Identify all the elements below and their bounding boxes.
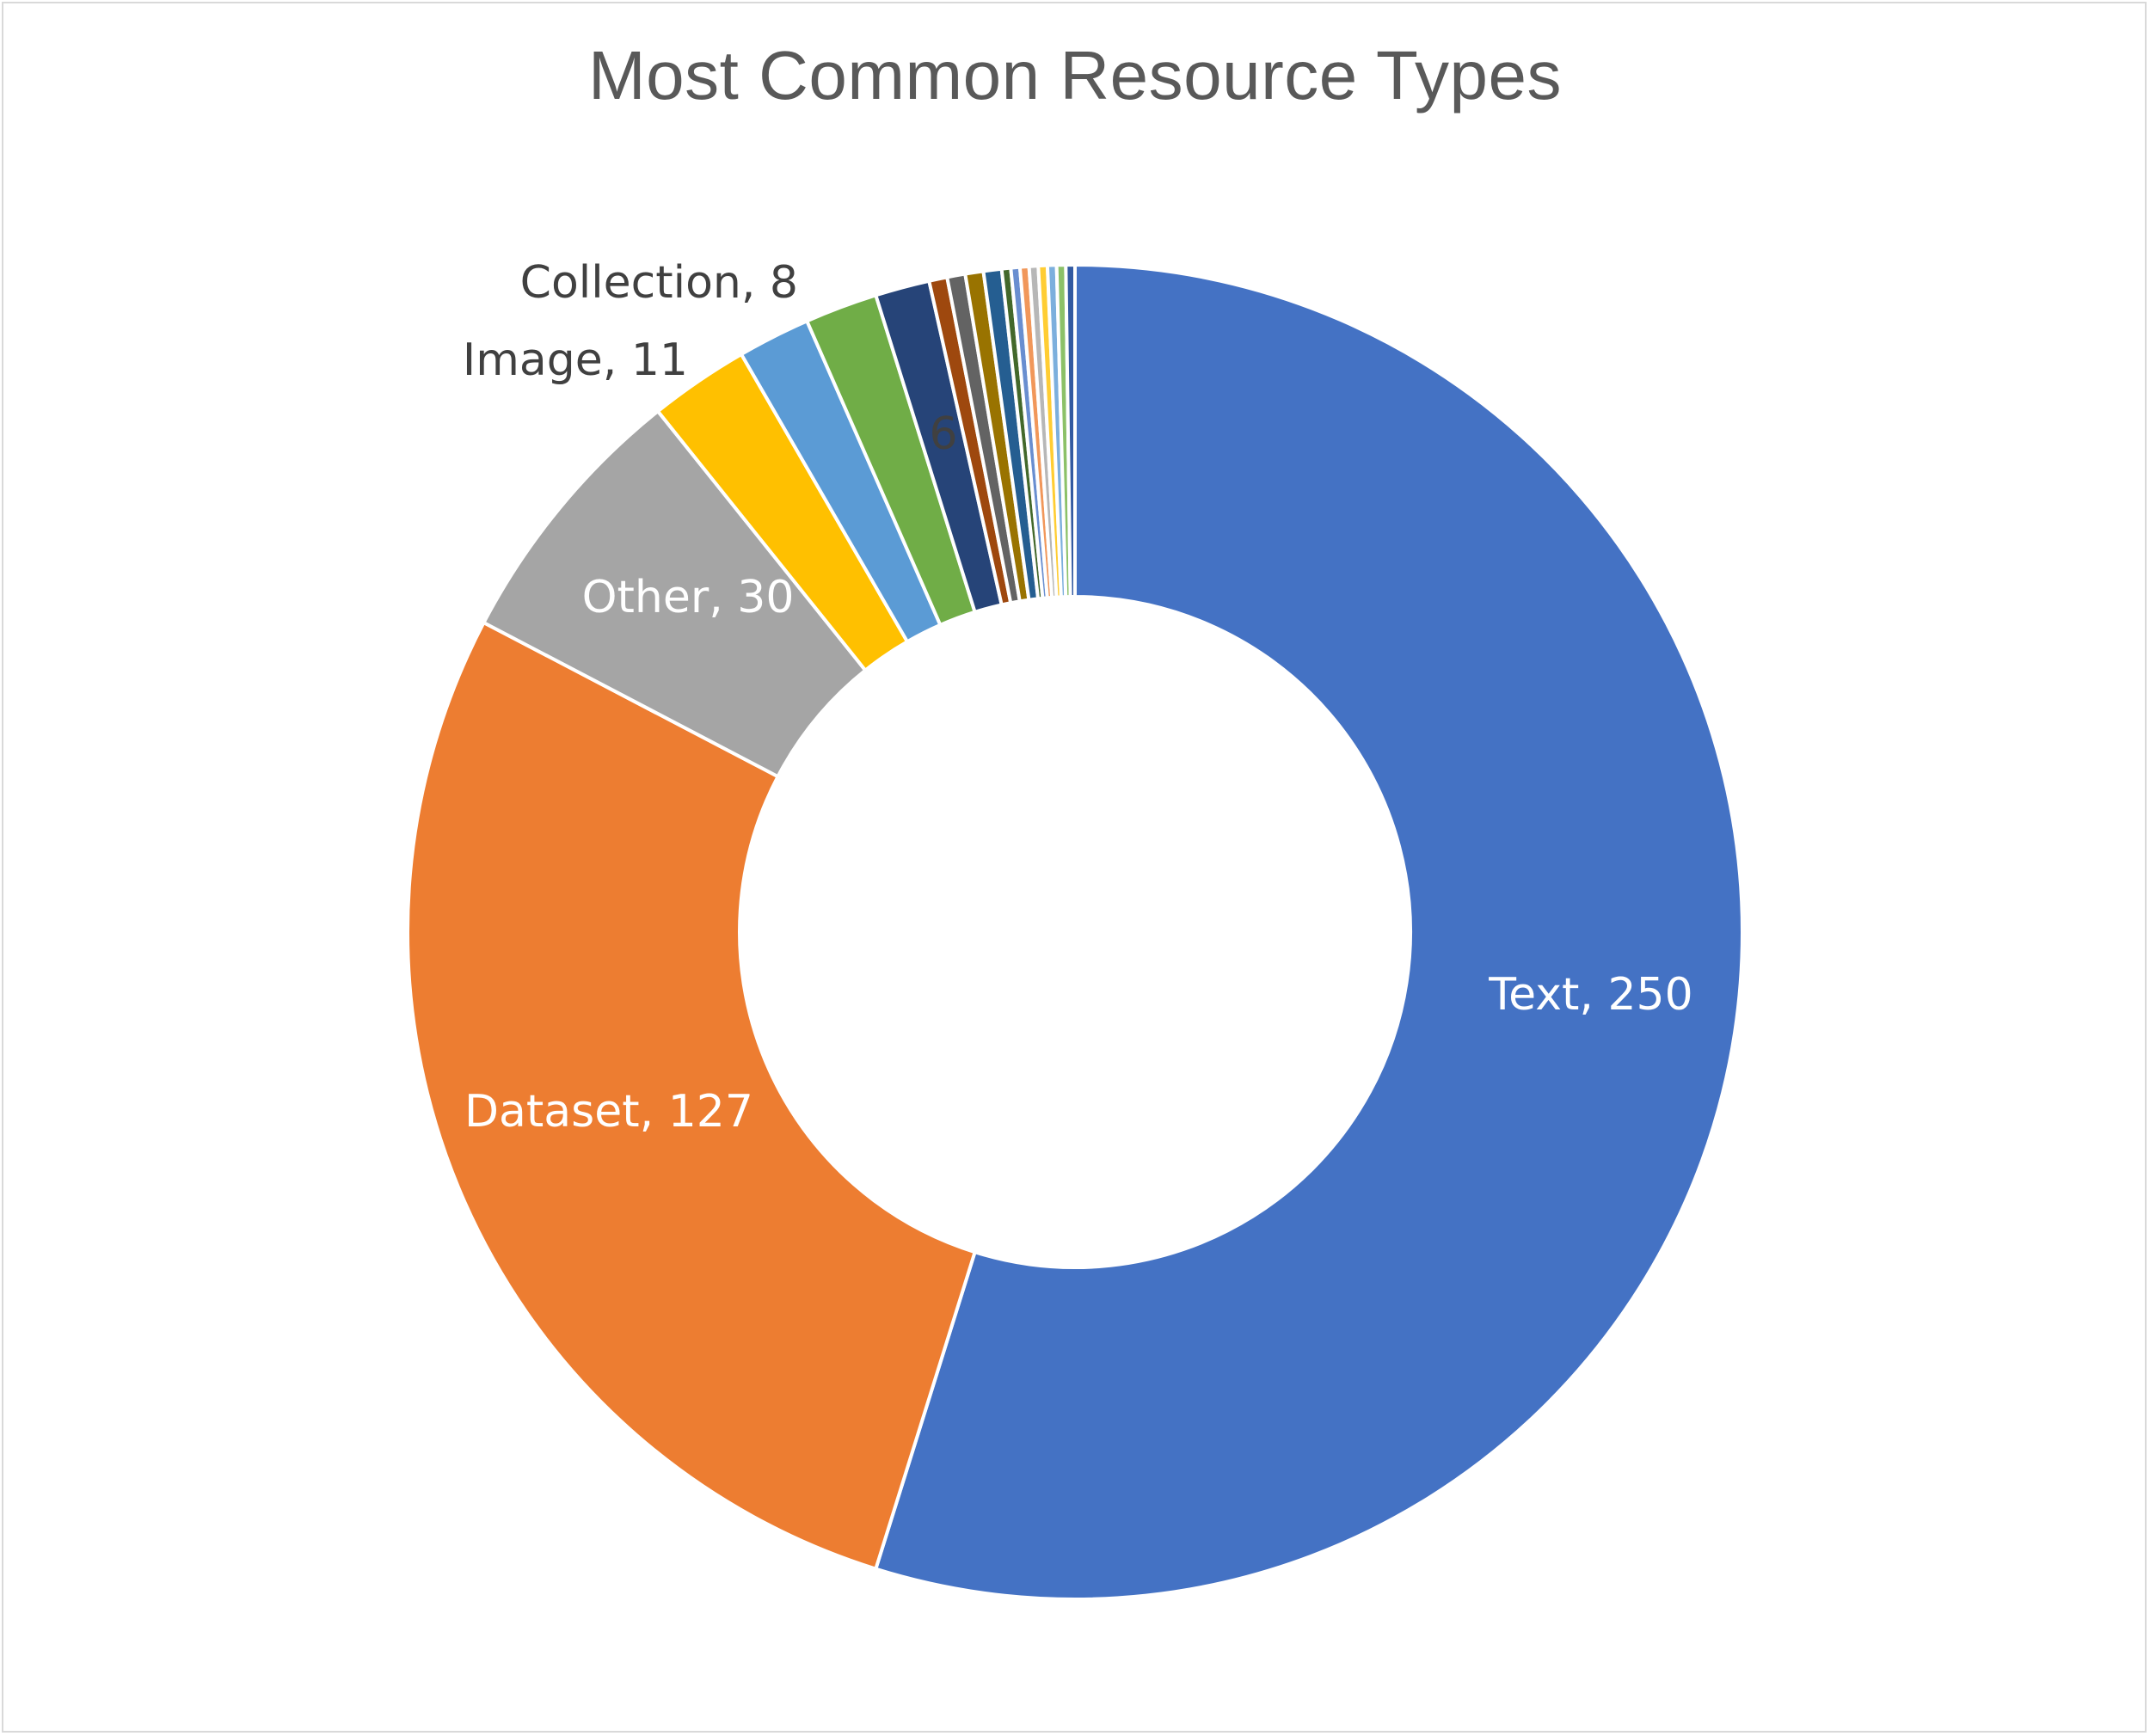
data-label-collection: Collection, 8	[520, 257, 798, 309]
chart-title: Most Common Resource Types	[588, 37, 1562, 113]
data-label-image: Image, 11	[463, 334, 688, 386]
data-label-text: Text, 250	[1488, 969, 1692, 1021]
data-label-dataset: Dataset, 127	[464, 1086, 753, 1138]
doughnut-slice-dataset	[406, 620, 978, 1572]
doughnut-slice-text	[873, 262, 1744, 1601]
doughnut-slice-18	[1064, 262, 1077, 599]
data-label-6: 6	[929, 408, 957, 460]
data-label-other: Other, 30	[582, 572, 795, 623]
